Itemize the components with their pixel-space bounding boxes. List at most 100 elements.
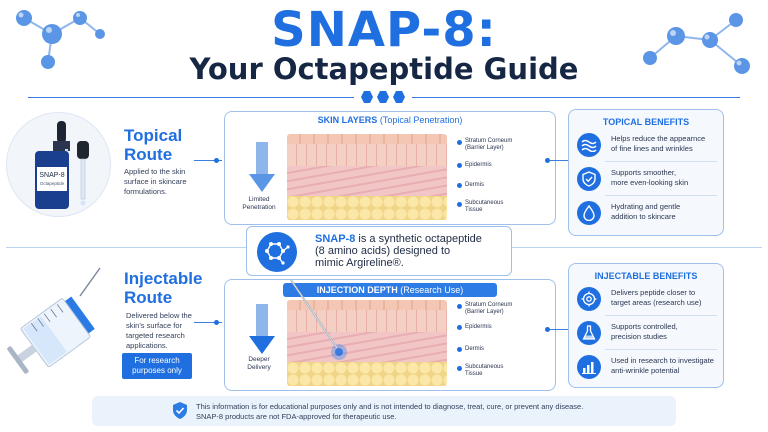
benefit-text: Hydrating and gentle addition to skincare — [611, 202, 723, 222]
layer-marker — [457, 163, 462, 168]
benefit-line2: more even-looking skin — [611, 178, 689, 187]
benefit-item: Used in research to investigate anti-wrin… — [575, 354, 717, 384]
disclaimer-banner: This information is for educational purp… — [92, 396, 676, 426]
page-title: SNAP-8: — [271, 2, 497, 58]
benefit-item: Helps reduce the appearnce of fine lines … — [575, 132, 717, 162]
benefit-line2: precision studies — [611, 332, 667, 341]
benefit-line1: Supports smoother, — [611, 168, 677, 177]
injectable-benefits-panel: INJECTABLE BENEFITS Delivers peptide clo… — [568, 263, 724, 388]
benefit-item: Hydrating and gentle addition to skincare — [575, 200, 717, 230]
layer-label-subcutaneous: Subcutaneous Tissue — [465, 364, 503, 378]
injectable-title-line2: Route — [124, 288, 173, 307]
bar-chart-icon — [577, 355, 601, 379]
snap8-highlight: SNAP-8 — [315, 233, 356, 245]
layer-line1: Subcutaneous — [465, 364, 504, 370]
connector-line — [194, 322, 222, 323]
injection-depth-panel: INJECTION DEPTH (Research Use) Deeper De… — [224, 279, 556, 391]
topical-route-title: Topical Route — [124, 126, 182, 164]
topical-benefits-header: TOPICAL BENEFITS — [602, 117, 690, 127]
layer-line1: Epidermis — [465, 162, 492, 168]
info-line3: mimic Argireline®. — [315, 257, 404, 269]
benefit-divider — [605, 349, 717, 350]
waves-icon — [577, 133, 601, 157]
injection-header-bold: INJECTION DEPTH — [316, 285, 398, 295]
benefit-text: Used in research to investigate anti-wrin… — [611, 356, 723, 376]
injectable-route-title: Injectable Route — [124, 269, 202, 307]
benefit-divider — [605, 195, 717, 196]
topical-desc-line2: surface in skincare — [124, 177, 187, 186]
connector-dot — [214, 320, 219, 325]
topical-desc-line3: formulations. — [124, 187, 167, 196]
topical-benefits-panel: TOPICAL BENEFITS Helps reduce the appear… — [568, 109, 724, 236]
layer-marker — [457, 347, 462, 352]
hexagon-ornament — [361, 91, 405, 103]
flask-icon — [577, 321, 601, 345]
connector-line — [194, 160, 222, 161]
topical-route-description: Applied to the skin surface in skincare … — [124, 167, 187, 197]
info-line2: (8 amino acids) designed to — [315, 245, 451, 257]
layer-line2: (Barrier Layer) — [465, 309, 504, 315]
injectable-route-description: Delivered below the skin's surface for t… — [126, 311, 192, 351]
layer-marker — [457, 366, 462, 371]
shield-check-icon — [577, 167, 601, 191]
benefit-line1: Hydrating and gentle — [611, 202, 681, 211]
injectable-desc-line1: Delivered below the — [126, 311, 192, 320]
layer-marker — [457, 183, 462, 188]
bottle-label: SNAP-8 — [39, 172, 64, 179]
connector-line — [550, 329, 568, 330]
skin-layers-header-rest: (Topical Penetration) — [379, 115, 463, 125]
title-divider-left — [28, 97, 354, 98]
benefit-line1: Delivers peptide closer to — [611, 288, 696, 297]
connector-dot — [545, 158, 550, 163]
disclaimer-text: This information is for educational purp… — [196, 402, 583, 422]
benefit-line1: Helps reduce the appearnce — [611, 134, 706, 143]
layer-marker — [457, 325, 462, 330]
layer-label-stratum: Stratum Corneum (Barrier Layer) — [465, 138, 512, 152]
layer-line2: (Barrier Layer) — [465, 145, 504, 151]
down-arrow-icon — [249, 142, 275, 192]
layer-line1: Subcutaneous — [465, 200, 504, 206]
molecule-right-icon — [643, 13, 750, 74]
research-only-badge: For research purposes only — [122, 353, 192, 379]
skin-layers-panel: SKIN LAYERS (Topical Penetration) Limite… — [224, 111, 556, 225]
molecule-left-icon — [16, 10, 105, 69]
layer-label-dermis: Dermis — [465, 182, 484, 189]
target-icon — [577, 287, 601, 311]
research-tag-line2: purposes only — [132, 366, 182, 375]
benefit-line2: target areas (research use) — [611, 298, 702, 307]
depth-line1: Deeper — [248, 356, 270, 363]
injectable-desc-line3: targeted research — [126, 331, 185, 340]
down-arrow-icon — [249, 304, 275, 354]
injectable-benefits-header: INJECTABLE BENEFITS — [594, 271, 698, 281]
skin-cross-section — [287, 134, 447, 220]
skin-layers-header-bold: SKIN LAYERS — [317, 115, 378, 125]
skin-cross-section — [287, 300, 447, 386]
layer-label-epidermis: Epidermis — [465, 162, 492, 169]
connector-dot — [545, 327, 550, 332]
layer-label-stratum: Stratum Corneum (Barrier Layer) — [465, 302, 512, 316]
peptide-molecule-icon — [257, 232, 297, 272]
depth-line2: Delivery — [247, 364, 271, 371]
serum-bottle-image: SNAP-8 Octapeptide — [6, 112, 111, 217]
layer-label-epidermis: Epidermis — [465, 324, 492, 331]
title-divider-right — [412, 97, 740, 98]
skin-layers-header: SKIN LAYERS (Topical Penetration) — [225, 115, 555, 125]
bottle-sublabel: Octapeptide — [40, 181, 65, 186]
snap8-info-box: SNAP-8 is a synthetic octapeptide (8 ami… — [246, 226, 512, 276]
shield-check-icon — [173, 402, 187, 419]
info-line1: is a synthetic octapeptide — [355, 233, 482, 245]
benefit-divider — [605, 161, 717, 162]
layer-line2: Tissue — [465, 371, 483, 377]
connector-line — [550, 160, 568, 161]
layer-line1: Stratum Corneum — [465, 302, 513, 308]
benefit-divider — [605, 315, 717, 316]
benefit-text: Helps reduce the appearnce of fine lines … — [611, 134, 723, 154]
benefit-text: Supports smoother, more even-looking skin — [611, 168, 723, 188]
benefit-item: Delivers peptide closer to target areas (… — [575, 286, 717, 316]
topical-title-line1: Topical — [124, 126, 183, 145]
benefit-item: Supports smoother, more even-looking skin — [575, 166, 717, 196]
layer-line2: Tissue — [465, 207, 483, 213]
deeper-delivery-label: Deeper Delivery — [233, 356, 285, 372]
connector-dot — [214, 158, 219, 163]
layer-marker — [457, 202, 462, 207]
